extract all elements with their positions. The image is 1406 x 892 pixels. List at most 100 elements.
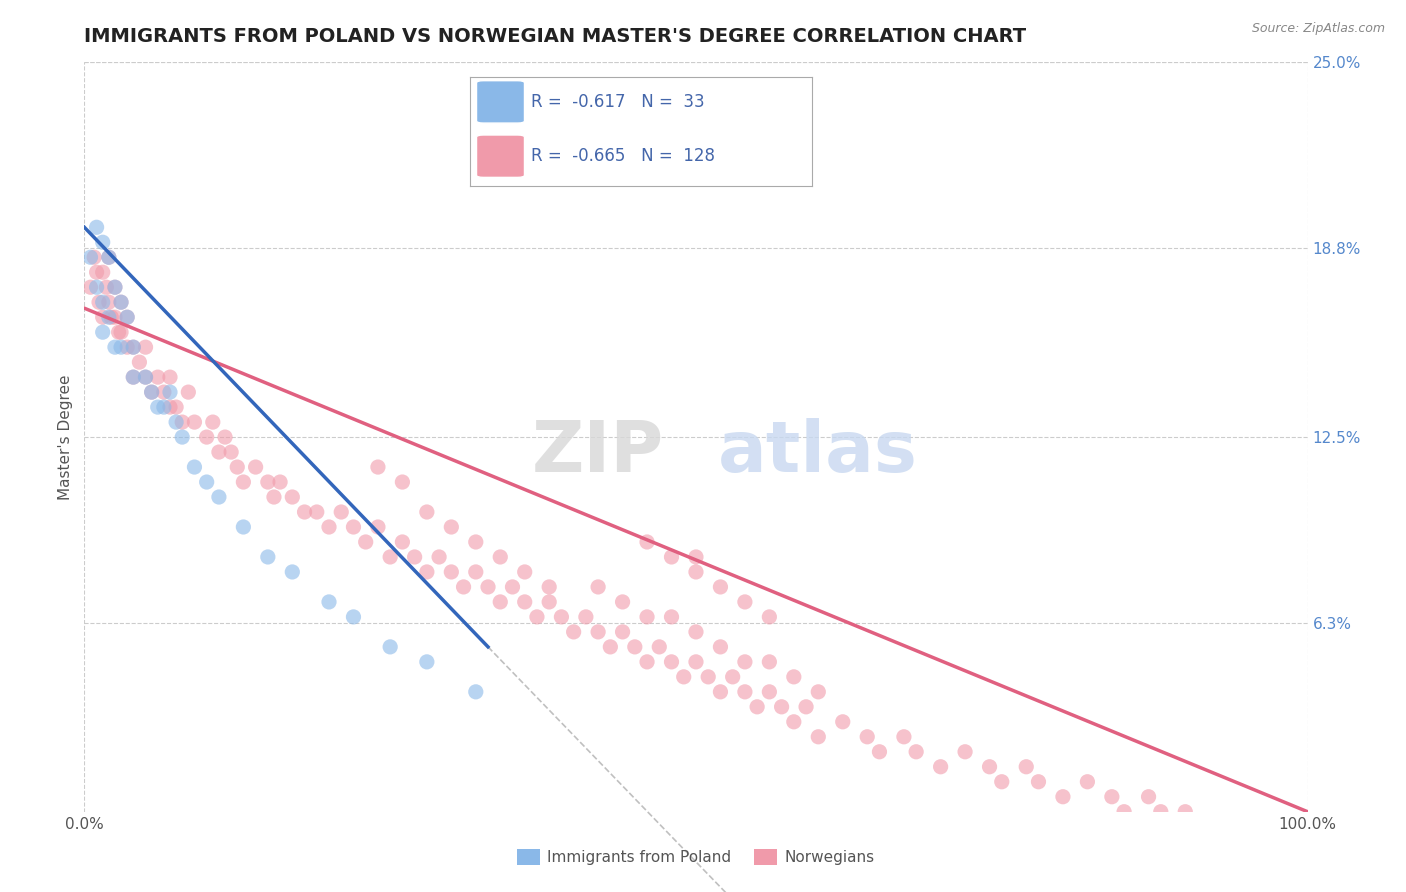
Point xyxy=(83,250,105,264)
Point xyxy=(685,549,707,564)
Point xyxy=(219,445,242,459)
Point xyxy=(100,310,122,325)
Point xyxy=(318,595,340,609)
Text: atlas: atlas xyxy=(718,417,918,486)
Point xyxy=(747,699,769,714)
Point xyxy=(107,325,129,339)
Point xyxy=(294,505,316,519)
Point xyxy=(135,370,157,384)
Point xyxy=(110,295,132,310)
Point xyxy=(734,655,756,669)
Point xyxy=(586,624,609,639)
Point xyxy=(538,595,561,609)
Point xyxy=(953,745,976,759)
Point xyxy=(562,624,585,639)
Point xyxy=(141,385,163,400)
Point xyxy=(195,475,218,489)
Point xyxy=(893,730,915,744)
Point xyxy=(232,520,254,534)
Point xyxy=(807,685,830,699)
Point xyxy=(758,655,780,669)
Point xyxy=(1015,760,1038,774)
Point xyxy=(232,475,254,489)
Point xyxy=(104,340,127,354)
Point xyxy=(122,370,145,384)
Point xyxy=(709,640,731,654)
Point xyxy=(79,250,101,264)
Y-axis label: Master's Degree: Master's Degree xyxy=(58,375,73,500)
Point xyxy=(661,549,683,564)
Point xyxy=(87,295,110,310)
Point xyxy=(96,280,118,294)
Point xyxy=(380,640,402,654)
Point xyxy=(115,340,138,354)
Point xyxy=(636,610,658,624)
Point xyxy=(391,475,413,489)
Point xyxy=(404,549,426,564)
Point xyxy=(464,535,486,549)
Point xyxy=(624,640,647,654)
Point xyxy=(697,670,720,684)
Point xyxy=(104,280,127,294)
Point xyxy=(612,595,634,609)
Point xyxy=(153,400,176,414)
Point xyxy=(440,520,463,534)
Point xyxy=(342,520,364,534)
Point xyxy=(929,760,952,774)
Point xyxy=(831,714,853,729)
Point xyxy=(305,505,328,519)
Point xyxy=(104,280,127,294)
Point xyxy=(979,760,1001,774)
Point xyxy=(416,565,439,579)
Point xyxy=(477,580,499,594)
Point xyxy=(330,505,353,519)
Point xyxy=(86,280,108,294)
Point xyxy=(1052,789,1074,804)
Text: IMMIGRANTS FROM POLAND VS NORWEGIAN MASTER'S DEGREE CORRELATION CHART: IMMIGRANTS FROM POLAND VS NORWEGIAN MAST… xyxy=(84,27,1026,45)
Point xyxy=(734,595,756,609)
Point xyxy=(342,610,364,624)
Point xyxy=(172,430,194,444)
Point xyxy=(672,670,695,684)
Point xyxy=(709,580,731,594)
Point xyxy=(214,430,236,444)
Point xyxy=(721,670,744,684)
Point xyxy=(770,699,793,714)
Point xyxy=(135,370,157,384)
Legend: Immigrants from Poland, Norwegians: Immigrants from Poland, Norwegians xyxy=(510,843,882,871)
Point xyxy=(269,475,291,489)
Point xyxy=(905,745,928,759)
Point xyxy=(758,610,780,624)
Point xyxy=(538,580,561,594)
Point xyxy=(183,460,205,475)
Point xyxy=(318,520,340,534)
Point xyxy=(177,385,200,400)
Point xyxy=(91,295,114,310)
Point xyxy=(115,310,138,325)
Text: ZIP: ZIP xyxy=(531,417,664,486)
Point xyxy=(1101,789,1123,804)
Point xyxy=(128,355,150,369)
Point xyxy=(636,535,658,549)
Point xyxy=(91,310,114,325)
Point xyxy=(464,565,486,579)
Point xyxy=(165,415,187,429)
Point xyxy=(354,535,377,549)
Point xyxy=(513,565,536,579)
Point xyxy=(201,415,224,429)
Point xyxy=(91,325,114,339)
Point xyxy=(856,730,879,744)
Point xyxy=(257,475,280,489)
Point xyxy=(91,235,114,250)
Point xyxy=(807,730,830,744)
Point xyxy=(146,370,169,384)
Point xyxy=(758,685,780,699)
Point xyxy=(110,340,132,354)
Point xyxy=(86,220,108,235)
Point xyxy=(97,250,120,264)
Point xyxy=(380,549,402,564)
Point xyxy=(257,549,280,564)
Point xyxy=(464,685,486,699)
Point xyxy=(165,400,187,414)
Point xyxy=(526,610,548,624)
